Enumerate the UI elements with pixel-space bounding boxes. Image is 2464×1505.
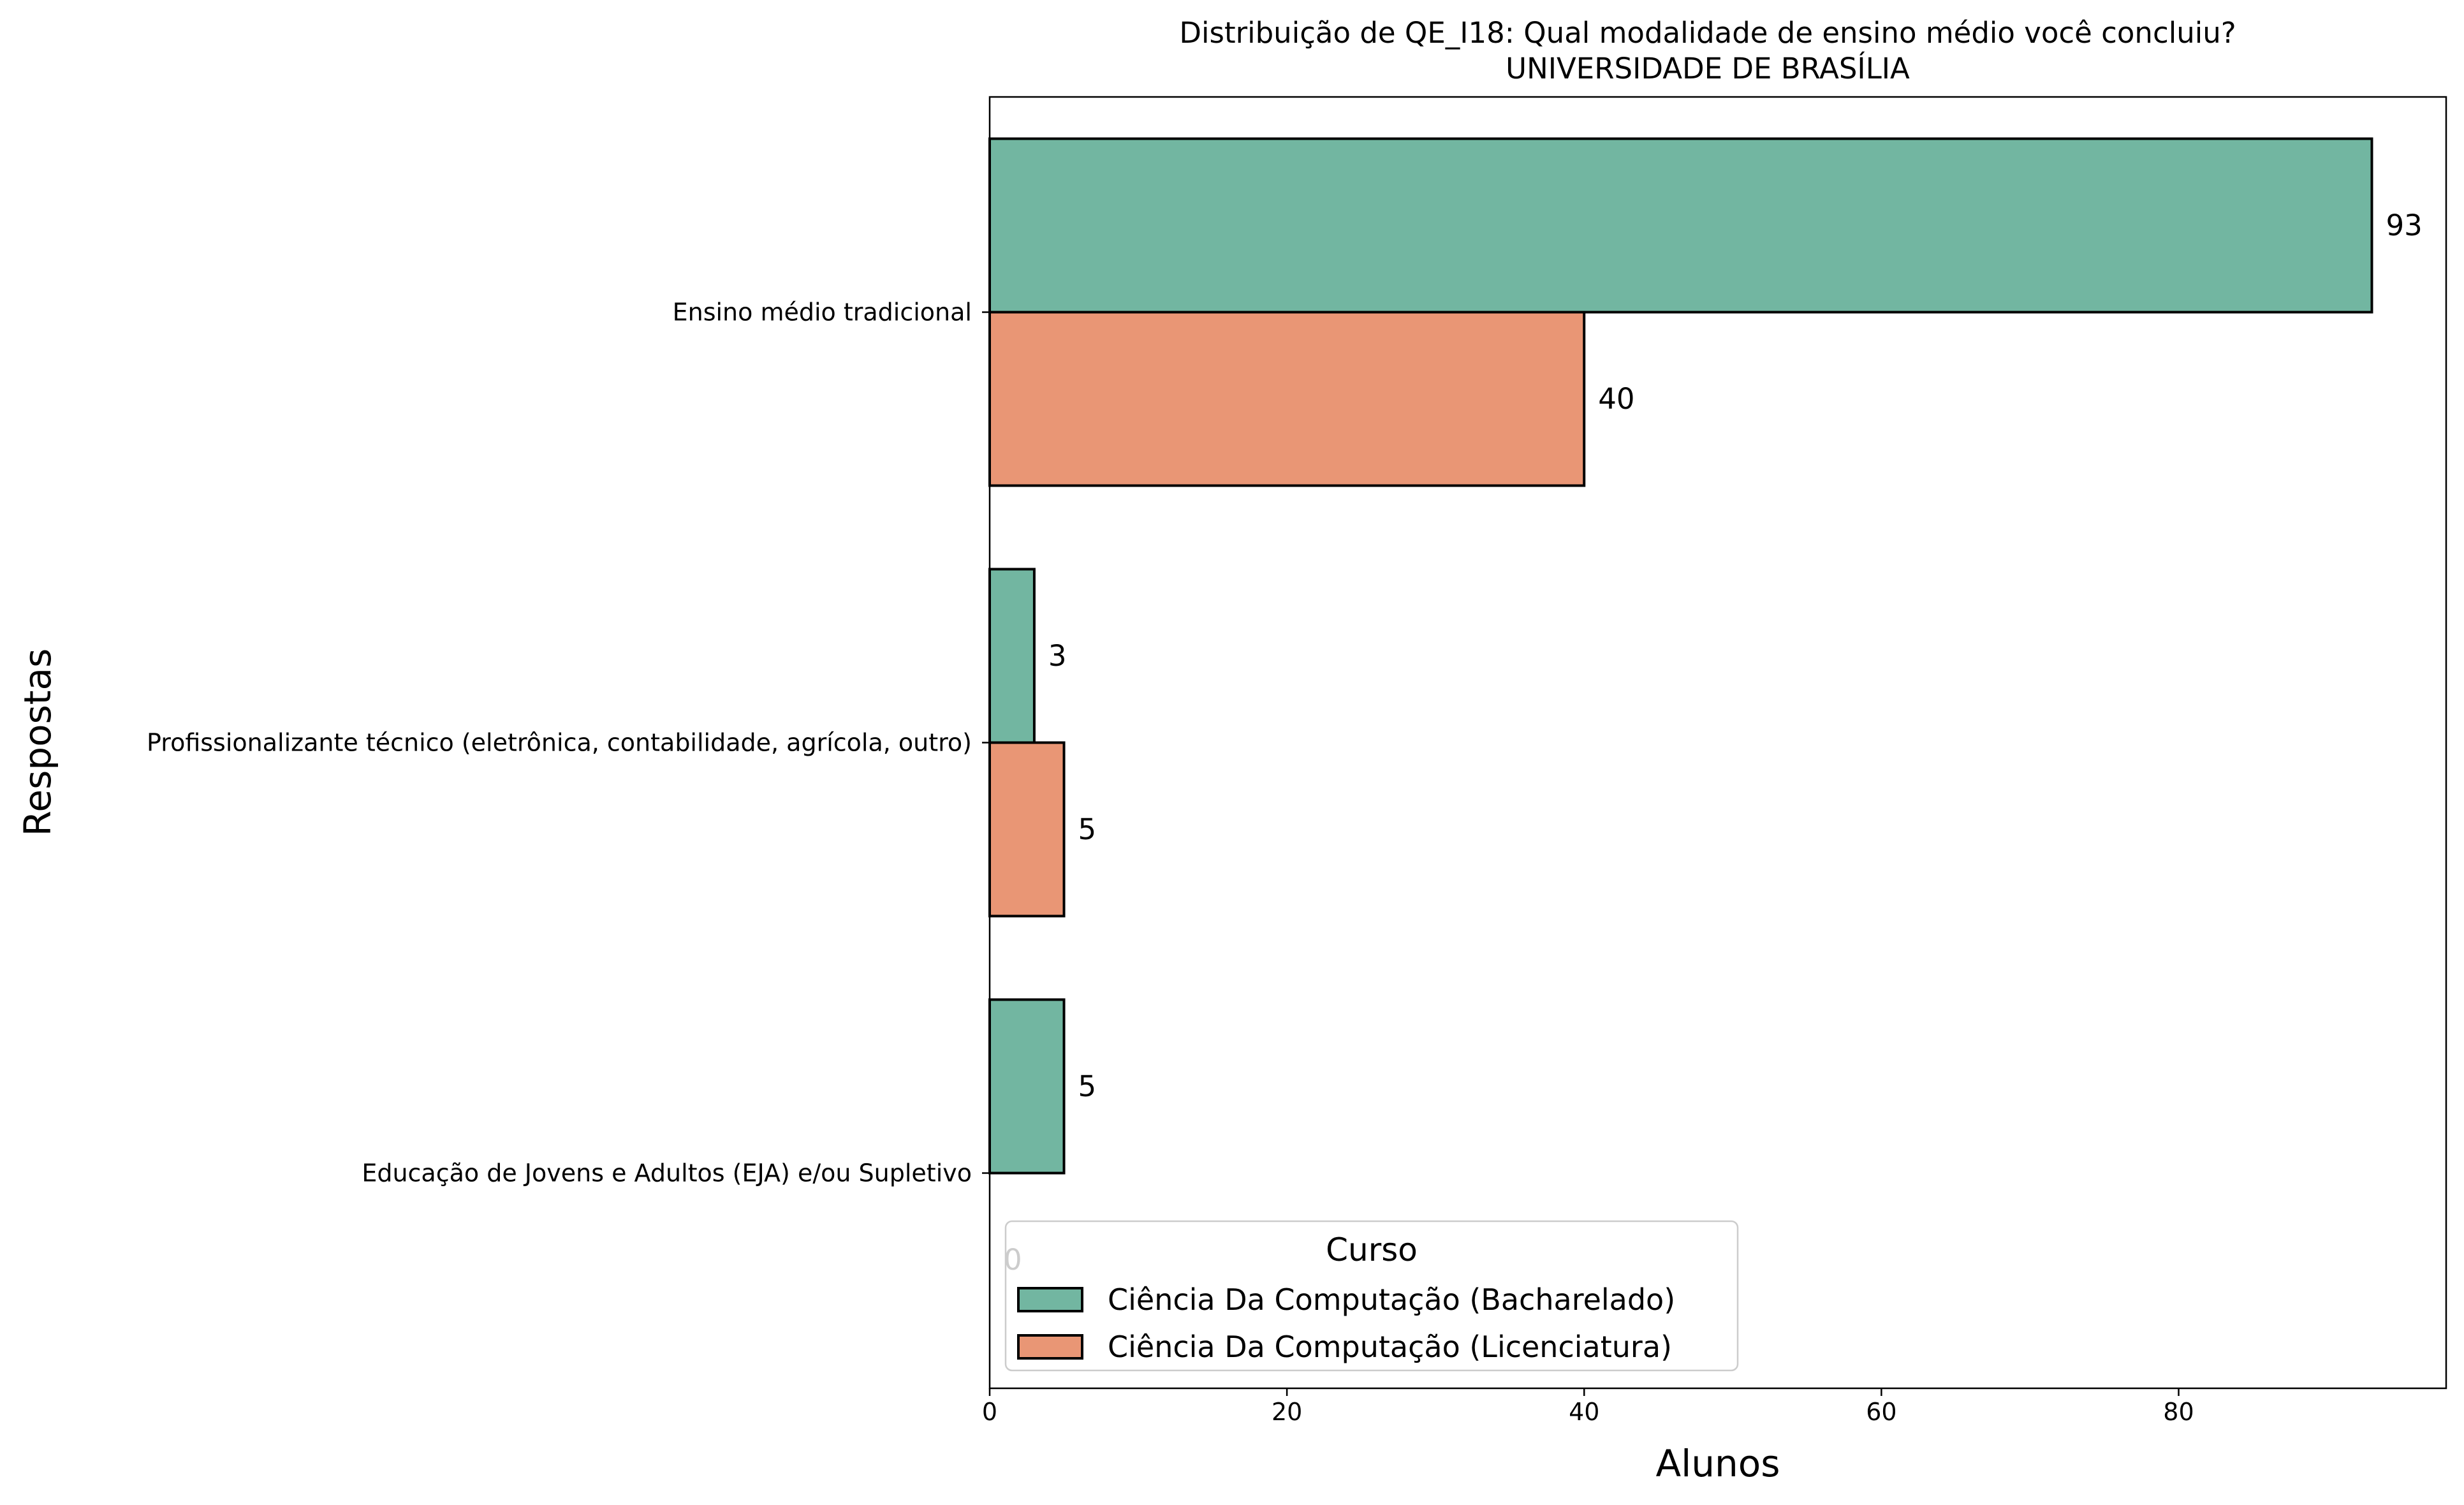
legend-label: Ciência Da Computação (Licenciatura) — [1108, 1330, 1672, 1364]
bar-2-0 — [988, 998, 1066, 1175]
data-label: 5 — [1078, 812, 1097, 846]
y-tick-label: Ensino médio tradicional — [673, 298, 972, 327]
x-tick-label: 60 — [1866, 1398, 1896, 1426]
bar-0-1 — [988, 311, 1586, 487]
legend-box — [1004, 1220, 1739, 1372]
bar-1-0 — [988, 568, 1036, 744]
data-label: 3 — [1048, 639, 1067, 673]
legend-label: Ciência Da Computação (Bacharelado) — [1108, 1282, 1675, 1317]
legend-swatch — [1017, 1287, 1083, 1312]
data-label: 5 — [1078, 1069, 1097, 1103]
legend-swatch — [1017, 1334, 1083, 1360]
data-label: 93 — [2386, 209, 2422, 242]
y-tick-label: Profissionalizante técnico (eletrônica, … — [147, 729, 972, 757]
bars-group — [988, 137, 2373, 1175]
data-label: 40 — [1598, 382, 1634, 416]
y-axis: Ensino médio tradicional Profissionalizan… — [147, 298, 990, 1187]
chart-title: Distribuição de QE_I18: Qual modalidade … — [1179, 16, 2236, 50]
x-tick-label: 40 — [1569, 1398, 1599, 1426]
chart-subtitle: UNIVERSIDADE DE BRASÍLIA — [1506, 52, 1910, 85]
x-axis-label: Alunos — [1655, 1442, 1780, 1485]
legend-title: Curso — [1326, 1231, 1418, 1268]
x-tick-label: 80 — [2163, 1398, 2194, 1426]
bar-1-1 — [988, 741, 1066, 918]
x-tick-label: 0 — [982, 1398, 997, 1426]
x-tick-label: 20 — [1272, 1398, 1302, 1426]
bar-0-0 — [988, 137, 2373, 314]
legend: Curso Ciência Da Computação (Bacharelado… — [1004, 1220, 1739, 1372]
y-tick-label: Educação de Jovens e Adultos (EJA) e/ou … — [362, 1159, 972, 1187]
legend-entries: Ciência Da Computação (Bacharelado) Ciênc… — [1017, 1282, 1675, 1364]
y-axis-label: Respostas — [16, 649, 59, 837]
x-axis: 0 20 40 60 80 — [982, 1388, 2194, 1426]
